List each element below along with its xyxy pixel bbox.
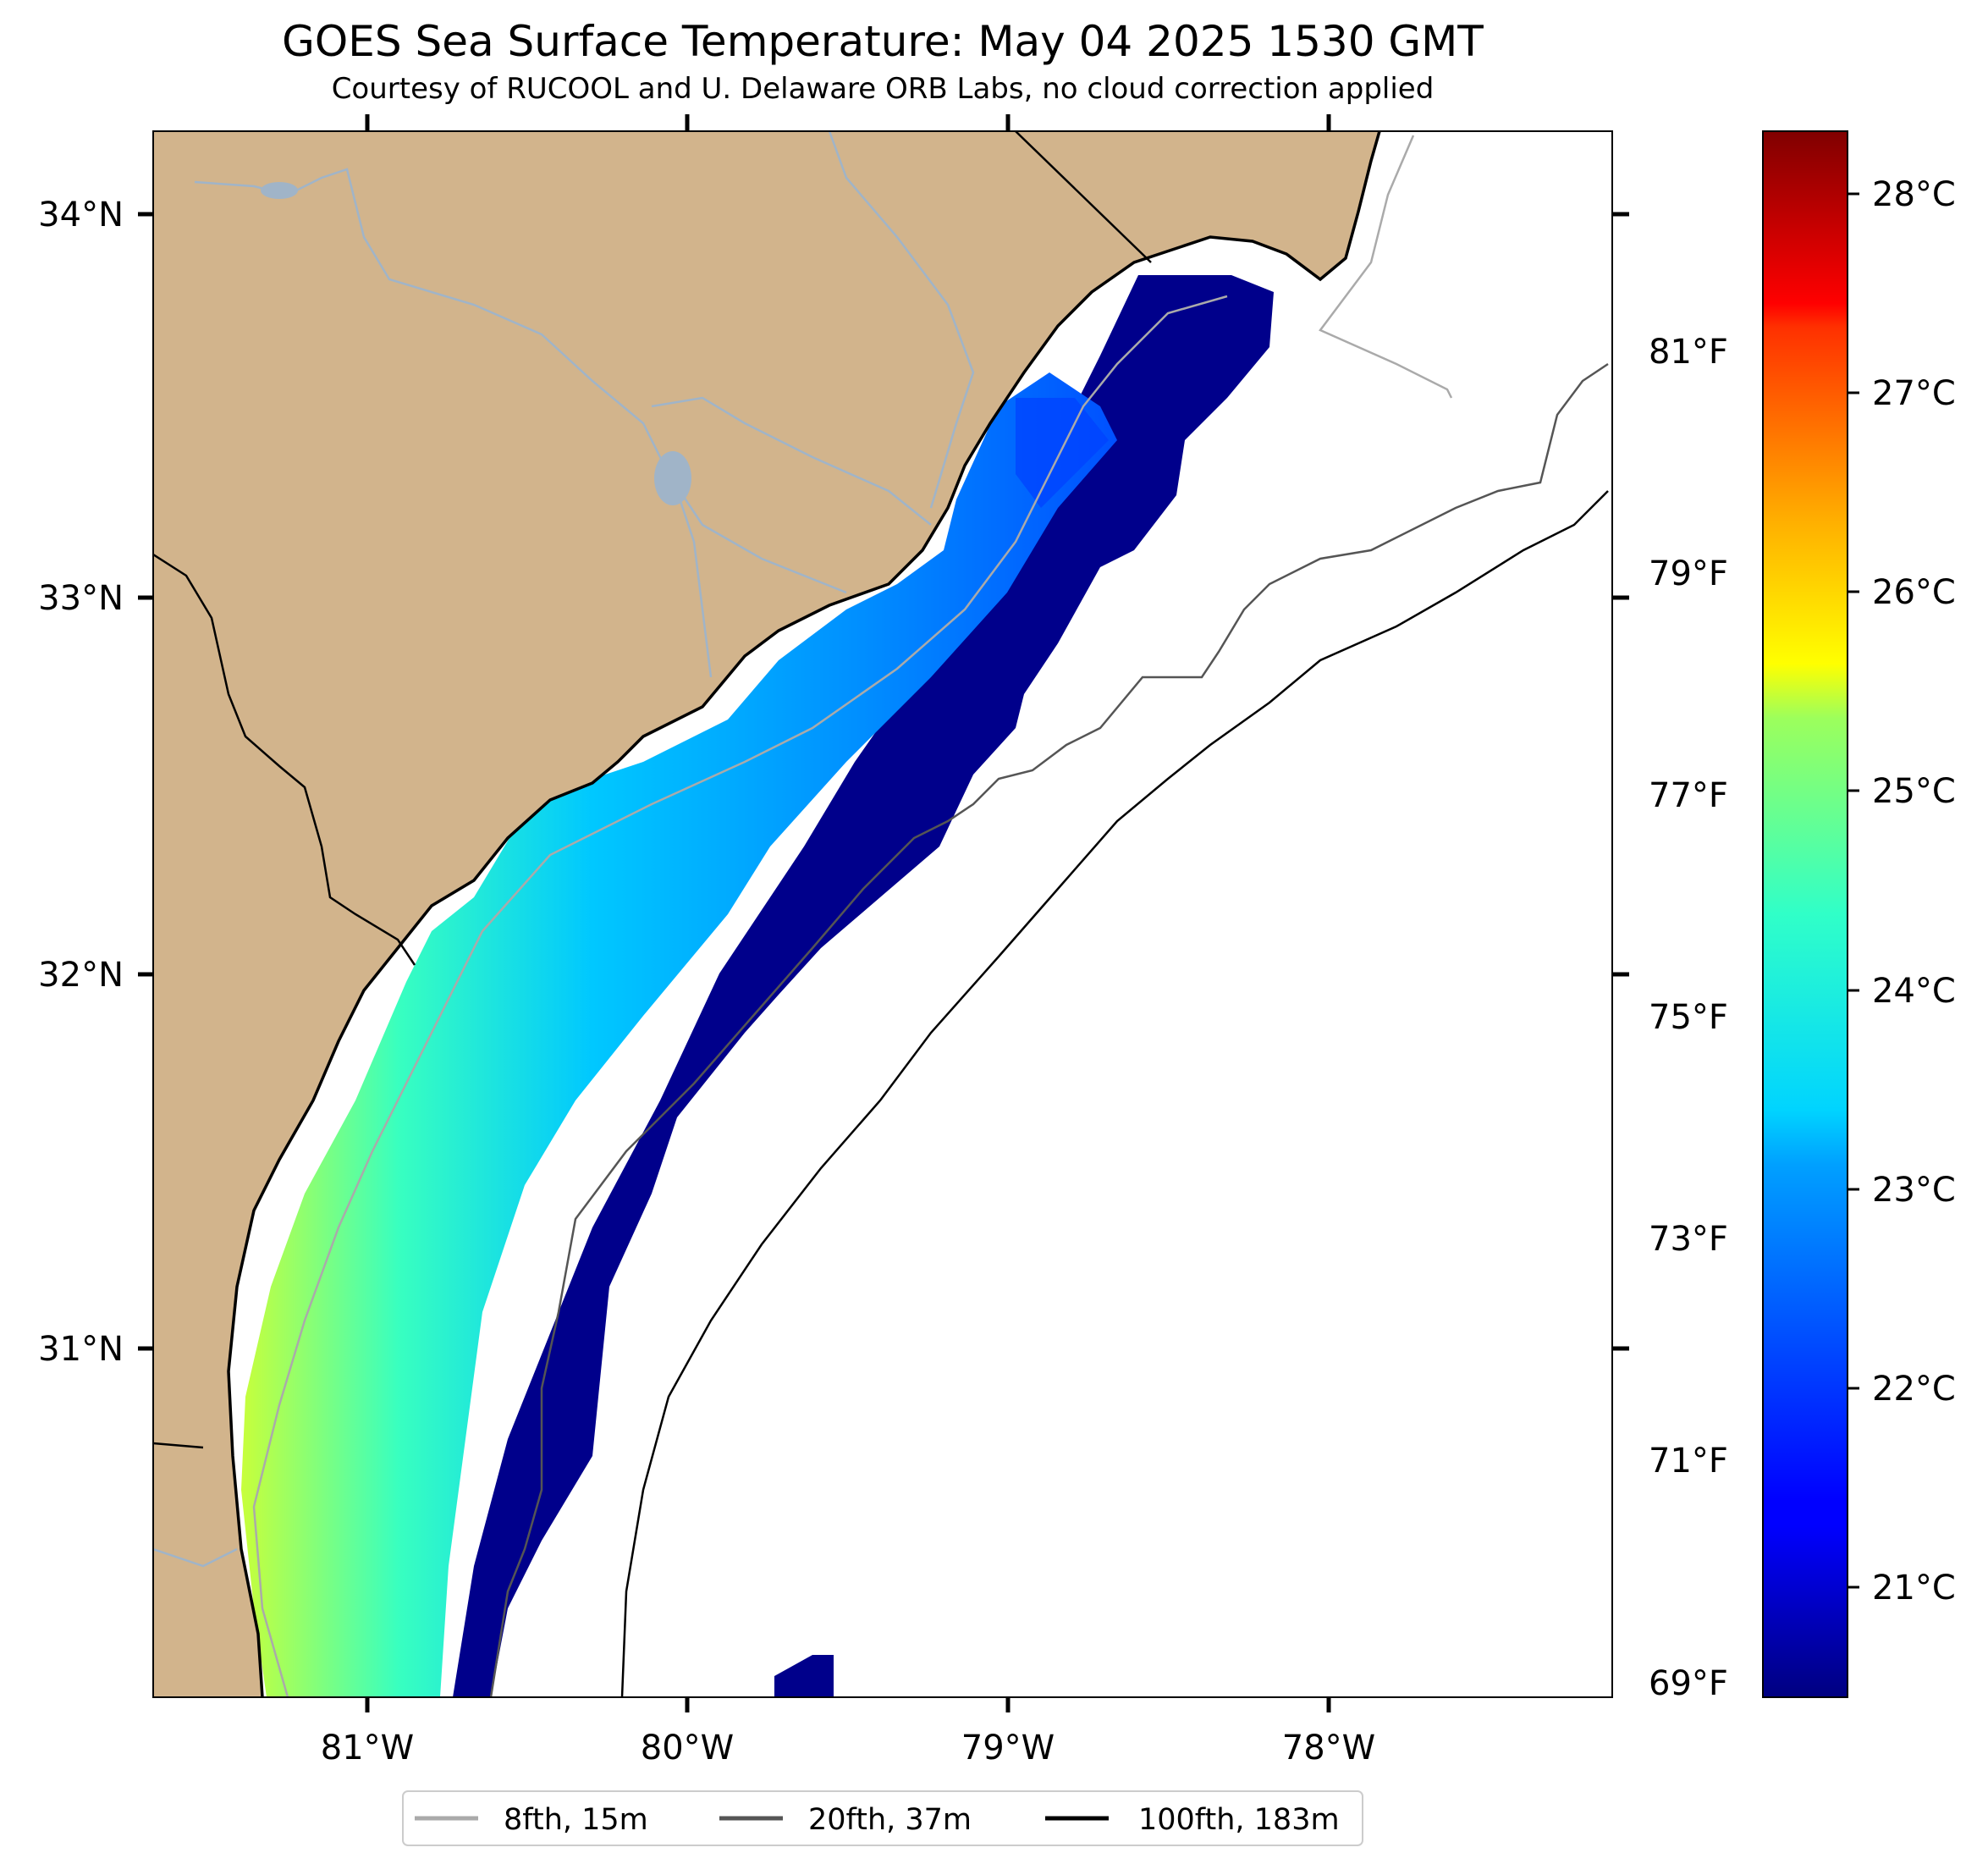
y-tick-label: 31°N [38, 1330, 124, 1369]
legend-label: 20fth, 37m [808, 1803, 972, 1837]
isobath-8fth [252, 135, 1453, 1697]
colorbar-labels: 28°C 27°C 26°C 25°C 24°C 23°C 22°C 21°C [1872, 175, 1956, 1608]
map-area [153, 131, 1612, 1697]
state-boundary [153, 553, 416, 966]
y-tick-label: 32°N [38, 956, 124, 995]
legend-label: 8fth, 15m [504, 1803, 648, 1837]
sst-cold-band [453, 275, 1274, 1697]
y-axis-labels: 34°N 33°N 32°N 31°N [38, 196, 124, 1369]
legend-label: 100fth, 183m [1138, 1803, 1340, 1837]
legend-box [402, 1790, 1363, 1846]
y-tick-label: 33°N [38, 579, 124, 618]
x-tick-label: 81°W [321, 1729, 414, 1767]
state-boundary-2 [1015, 131, 1152, 263]
map-frame [152, 130, 1613, 1698]
coastline [227, 131, 1381, 1697]
colorbar [1762, 130, 1848, 1698]
c-tick-label: 22°C [1872, 1370, 1956, 1409]
c-tick-label: 26°C [1872, 573, 1956, 612]
c-tick-label: 25°C [1872, 772, 1956, 811]
state-boundary-3 [153, 1442, 204, 1449]
f-tick-label: 75°F [1649, 998, 1728, 1037]
c-tick-label: 28°C [1872, 175, 1956, 214]
f-tick-label: 77°F [1649, 776, 1728, 815]
x-axis-labels: 81°W 80°W 79°W 78°W [321, 1729, 1375, 1767]
x-tick-label: 80°W [641, 1729, 734, 1767]
map-title: GOES Sea Surface Temperature: May 04 202… [282, 17, 1484, 66]
map-subtitle: Courtesy of RUCOOL and U. Delaware ORB L… [332, 72, 1435, 106]
x-tick-label: 79°W [961, 1729, 1055, 1767]
f-tick-label: 71°F [1649, 1442, 1728, 1481]
lake [654, 451, 691, 505]
legend: 8fth, 15m 20fth, 37m 100fth, 183m [402, 1790, 1363, 1846]
f-tick-label: 73°F [1649, 1220, 1728, 1259]
c-tick-label: 24°C [1872, 972, 1956, 1011]
x-tick-label: 78°W [1282, 1729, 1375, 1767]
f-tick-label: 81°F [1649, 333, 1728, 372]
sst-warm-band [241, 372, 1117, 1697]
c-tick-label: 23°C [1872, 1171, 1956, 1210]
isobath-100fth [620, 490, 1609, 1697]
rivers [153, 131, 975, 1568]
map-ticks [138, 114, 1629, 1712]
c-tick-label: 21°C [1872, 1569, 1956, 1608]
fahrenheit-axis: 81°F 79°F 77°F 75°F 73°F 71°F 69°F [1649, 333, 1728, 1703]
sst-cold-patch [774, 1655, 834, 1697]
lake-2 [261, 182, 298, 199]
land [153, 131, 1379, 1697]
y-tick-label: 34°N [38, 196, 124, 234]
isobath-20fth [489, 362, 1609, 1697]
colorbar-ticks [1848, 192, 1859, 1589]
sst-blue-patch [1016, 398, 1109, 508]
f-tick-label: 69°F [1649, 1664, 1728, 1703]
c-tick-label: 27°C [1872, 374, 1956, 413]
f-tick-label: 79°F [1649, 554, 1728, 593]
